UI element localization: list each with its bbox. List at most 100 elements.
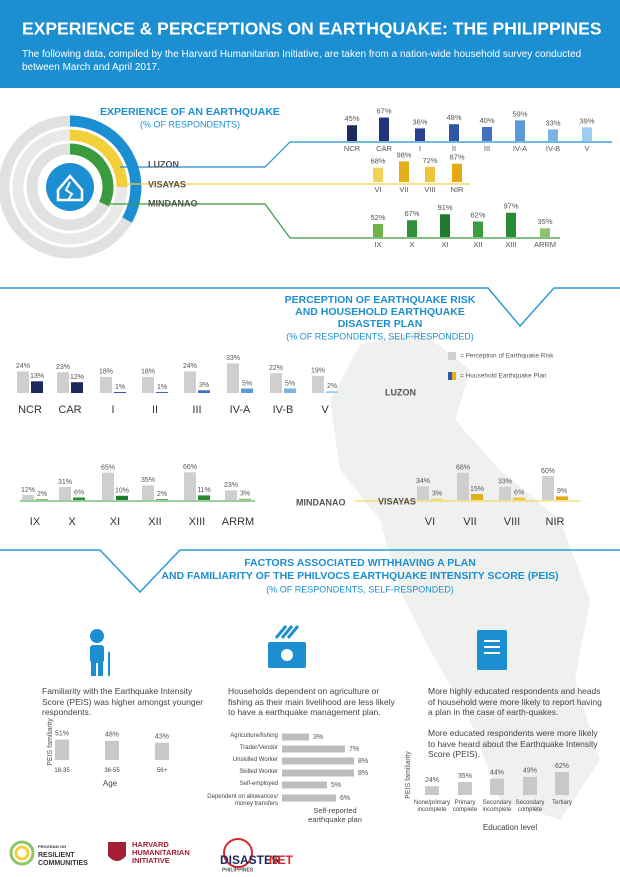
category-label: Unskilled Worker	[232, 757, 278, 763]
header-band	[0, 0, 620, 88]
bar	[326, 391, 338, 393]
value-label: 2%	[327, 383, 337, 390]
group-label: LUZON	[148, 159, 179, 169]
category-label: XII	[148, 516, 161, 528]
value-label: 35%	[537, 217, 552, 226]
bar	[515, 120, 525, 141]
bar	[198, 390, 210, 393]
ring-arc	[69, 115, 142, 223]
value-label: 49%	[523, 768, 537, 775]
category-label: VIII	[424, 185, 435, 194]
bar	[471, 494, 483, 500]
category-label: Skilled Worker	[239, 769, 278, 775]
bar	[59, 486, 71, 500]
x-axis-label: Self-reported earthquake plan	[308, 806, 362, 825]
category-label: NCR	[18, 404, 42, 416]
category-label: IV-A	[513, 144, 527, 153]
category-label: Self-employed	[239, 781, 278, 787]
bar	[156, 392, 168, 393]
category-label: XIII	[189, 516, 206, 528]
value-label: 45%	[344, 114, 359, 123]
bar	[282, 794, 336, 802]
value-label: 48%	[105, 732, 119, 739]
value-label: 3%	[240, 491, 250, 498]
value-label: 3%	[313, 734, 323, 741]
category-label: NIR	[451, 185, 465, 194]
value-label: 98%	[396, 150, 411, 159]
category-label: II	[152, 404, 158, 416]
section-title: AND FAMILIARITY OF THE PHILVOCS EARTHQUA…	[161, 570, 558, 582]
value-label: 48%	[446, 113, 461, 122]
value-label: 44%	[490, 770, 504, 777]
logo-text: NET	[269, 853, 294, 867]
bar	[241, 388, 253, 393]
legend-swatch	[452, 372, 456, 380]
bar	[506, 212, 516, 237]
category-label: NCR	[344, 144, 361, 153]
legend-label: = Household Earthquake Plan	[460, 373, 547, 380]
value-label: 65%	[101, 465, 115, 472]
category-label: ARRM	[222, 516, 254, 528]
bar	[156, 499, 168, 500]
section-subtitle: (% OF RESPONDENTS, SELF-RESPONDED)	[266, 584, 454, 594]
bar	[155, 742, 169, 760]
bar	[312, 375, 324, 393]
value-label: 10%	[115, 488, 129, 495]
bar	[105, 740, 119, 760]
value-label: 35%	[141, 477, 155, 484]
bar	[239, 498, 251, 500]
category-label: VII	[463, 516, 476, 528]
value-label: 15%	[470, 486, 484, 493]
bar	[540, 228, 550, 237]
value-label: 60%	[541, 468, 555, 475]
bar	[282, 733, 309, 741]
bar	[425, 166, 435, 182]
bar	[431, 498, 443, 500]
bar	[114, 392, 126, 393]
bar	[282, 745, 345, 753]
value-label: 6%	[514, 489, 524, 496]
category-label: NIR	[546, 516, 565, 528]
value-label: 31%	[58, 479, 72, 486]
logo-text: COMMUNITIES	[38, 860, 88, 867]
value-label: 68%	[456, 465, 470, 472]
bar	[225, 490, 237, 500]
bar	[270, 373, 282, 393]
value-label: 3%	[432, 491, 442, 498]
category-label: I	[419, 144, 421, 153]
category-label: V	[321, 404, 329, 416]
bar	[449, 124, 459, 141]
book-icon	[477, 630, 507, 670]
value-label: 35%	[458, 773, 472, 780]
value-label: 39%	[579, 116, 594, 125]
description: Households dependent on agriculture or f…	[228, 686, 395, 718]
value-label: 3%	[199, 382, 209, 389]
category-label: CAR	[58, 404, 81, 416]
bar	[282, 781, 327, 789]
bar	[73, 497, 85, 500]
category-label: IV-B	[546, 144, 560, 153]
subtitle: The following data, compiled by the Harv…	[22, 49, 582, 73]
category-label: VIII	[504, 516, 521, 528]
bar	[473, 221, 483, 237]
value-label: 34%	[416, 478, 430, 485]
value-label: 24%	[183, 363, 197, 370]
value-label: 22%	[269, 365, 283, 372]
bar	[36, 499, 48, 500]
agriculture-icon	[268, 625, 306, 668]
value-label: 24%	[425, 777, 439, 784]
group-label: VISAYAS	[148, 179, 186, 189]
chart-title: DISASTER PLAN	[338, 318, 423, 330]
group-label: MINDANAO	[148, 198, 198, 208]
category-label: IV-B	[273, 404, 294, 416]
bar	[379, 117, 389, 141]
logo-marks	[9, 838, 253, 868]
bar	[523, 776, 537, 795]
x-axis-label: Age	[103, 779, 118, 788]
value-label: 6%	[340, 795, 350, 802]
bar	[373, 167, 383, 182]
description: More educated respondents were more like…	[428, 728, 598, 760]
category-label: Primary complete	[452, 800, 478, 813]
legend-label: = Perception of Earthquake Risk	[460, 353, 554, 360]
